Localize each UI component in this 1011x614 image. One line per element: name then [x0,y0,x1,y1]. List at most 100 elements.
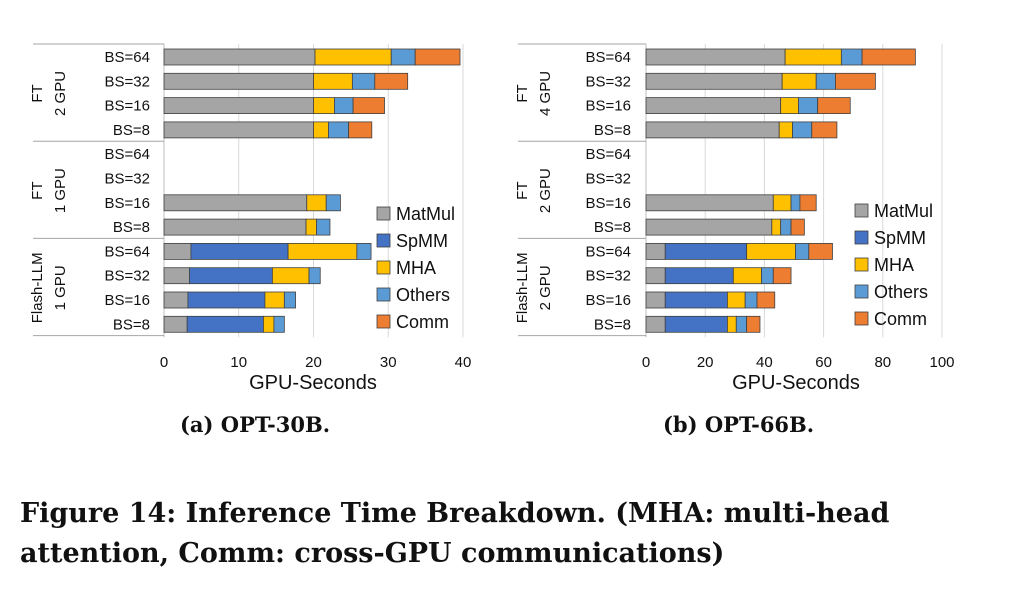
bar-segment-comm [746,315,761,333]
bar-segment-others [780,218,792,236]
bar-segment-comm [817,97,851,114]
bar-segment-others [356,242,372,260]
bar-segment-mha [264,291,285,309]
bar-segment-matmul [645,121,780,139]
category-tick-label: BS=32 [586,73,631,90]
bar-segment-comm [835,72,876,90]
category-tick-label: BS=32 [586,268,631,285]
bar-segment-matmul [163,242,192,260]
bar-segment-others [744,291,758,309]
bar-segment-mha [772,194,792,212]
bar-segment-others [328,121,350,139]
x-tick-label: 0 [642,354,650,371]
bar-segment-mha [732,267,762,285]
bar-segment-mha [313,121,329,139]
group-label: 2 GPU [537,168,554,213]
bar-segment-matmul [645,315,666,333]
group-label: 4 GPU [537,71,554,116]
bar-segment-mha [780,97,799,114]
x-tick-label: 10 [230,354,247,371]
legend-swatch-mha [854,257,869,272]
category-tick-label: BS=64 [105,49,150,66]
bar-segment-matmul [163,97,314,114]
bar-segment-matmul [163,72,314,90]
bar-segment-matmul [645,242,666,260]
category-tick-label: BS=8 [594,122,631,139]
legend-label-others: Others [396,285,450,305]
bar-segment-mha [271,267,310,285]
group-label: Flash-LLM [29,252,46,323]
x-tick-label: 60 [815,354,832,371]
legend-label-comm: Comm [396,312,449,332]
bar-segment-others [795,242,810,260]
bar-segment-spmm [189,267,273,285]
bar-segment-comm [374,72,409,90]
bar-segment-matmul [163,267,190,285]
bar-segment-mha [746,242,796,260]
legend-swatch-spmm [854,230,869,245]
x-axis-title: GPU-Seconds [249,372,377,394]
bar-segment-mha [784,48,842,66]
bar-segment-others [390,48,416,66]
bar-segment-spmm [186,315,264,333]
bar-segment-others [351,72,376,90]
bar-segment-mha [306,194,327,212]
figure-caption: Figure 14: Inference Time Breakdown. (MH… [20,498,890,569]
bar-segment-matmul [645,48,786,66]
legend-swatch-spmm [376,233,391,248]
legend-label-spmm: SpMM [396,231,448,251]
category-tick-label: BS=8 [113,316,150,333]
legend-swatch-others [376,287,391,302]
x-tick-label: 20 [697,354,714,371]
bar-segment-matmul [163,121,314,139]
bar-segment-spmm [664,315,728,333]
category-tick-label: BS=16 [586,292,631,309]
category-tick-label: BS=32 [105,171,150,188]
x-axis-title: GPU-Seconds [732,372,860,394]
category-tick-label: BS=64 [105,146,150,163]
category-tick-label: BS=16 [105,195,150,212]
legend-label-mha: MHA [396,258,436,278]
x-tick-label: 40 [756,354,773,371]
bar-segment-spmm [190,242,289,260]
bar-segment-matmul [163,48,316,66]
bar-segment-spmm [187,291,266,309]
group-label: FT [29,84,46,102]
legend-swatch-others [854,284,869,299]
category-tick-label: BS=64 [105,243,150,260]
bar-segment-matmul [645,267,666,285]
bar-segment-others [761,267,774,285]
bar-segment-mha [263,315,275,333]
bar-segment-comm [414,48,461,66]
group-label: 1 GPU [52,168,69,213]
legend-swatch-matmul [376,206,391,221]
bar-segment-others [735,315,748,333]
bar-segment-matmul [163,315,188,333]
group-label: FT [514,181,531,199]
category-tick-label: BS=8 [113,219,150,236]
legend-swatch-mha [376,260,391,275]
category-tick-label: BS=64 [586,49,631,66]
bar-segment-matmul [645,291,666,309]
bar-segment-matmul [163,194,308,212]
bar-segment-matmul [645,72,783,90]
legend-label-others: Others [874,282,928,302]
subcaption-opt-30b: (a) OPT-30B. [180,412,331,437]
chart-opt-30b: FT 2 GPU FT 1 GPU Flash-LLM 1 GPU BS=64 BS=32 BS… [29,43,472,394]
bar-segment-mha [781,72,817,90]
x-tick-label: 40 [455,354,472,371]
x-tick-label: 20 [305,354,322,371]
bar-segment-mha [314,48,392,66]
bar-segment-comm [756,291,776,309]
category-tick-label: BS=16 [586,98,631,115]
bar-segment-others [283,291,296,309]
bar-segment-others [273,315,285,333]
bar-segment-comm [799,194,817,212]
category-tick-label: BS=8 [594,219,631,236]
bar-segment-others [334,97,354,114]
bar-segment-matmul [163,291,189,309]
category-tick-label: BS=32 [586,171,631,188]
group-label: Flash-LLM [514,252,531,323]
group-label: 2 GPU [537,265,554,310]
